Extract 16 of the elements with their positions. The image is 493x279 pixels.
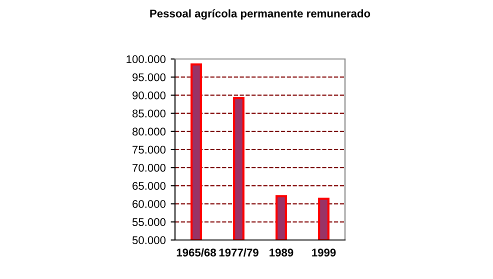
chart-title: Pessoal agrícola permanente remunerado [150, 9, 370, 20]
y-tick-label: 60.000 [132, 200, 166, 208]
y-tick-label: 70.000 [132, 164, 166, 172]
x-tick-label: 1965/68 [176, 248, 216, 257]
y-tick-label: 100.000 [126, 55, 166, 64]
x-tick-label: 1977/79 [219, 248, 258, 257]
y-tick-label: 95.000 [132, 73, 166, 82]
x-tick-label: 1989 [270, 248, 294, 256]
y-tick-label: 80.000 [132, 128, 166, 136]
y-tick-label: 50.000 [132, 236, 166, 244]
y-tick-label: 65.000 [132, 182, 166, 190]
y-tick-label: 55.000 [132, 218, 166, 226]
y-tick-label: 90.000 [132, 91, 166, 100]
x-tick-label: 1999 [312, 248, 336, 256]
y-tick-label: 75.000 [132, 146, 166, 154]
y-tick-label: 85.000 [132, 110, 166, 118]
